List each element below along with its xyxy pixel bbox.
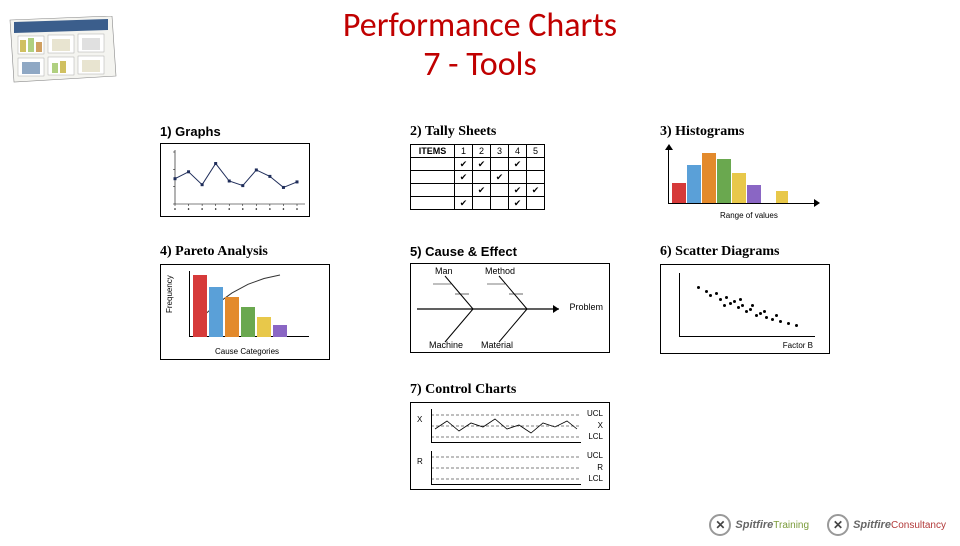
cell-cause: 5) Cause & Effect Man Method Problem Mac… (410, 244, 660, 360)
label-control: 7) Control Charts (410, 382, 660, 398)
scatter-xlabel: Factor B (783, 341, 813, 350)
thumbnail-board (8, 16, 118, 88)
label-cause: 5) Cause & Effect (410, 244, 660, 259)
cell-graphs: 1) Graphs (160, 124, 410, 222)
pareto-xlabel: Cause Categories (215, 347, 279, 356)
cause-material: Material (481, 340, 513, 350)
label-histogram: 3) Histograms (660, 124, 910, 140)
cell-control: 7) Control Charts X UCL X LCL R (410, 382, 660, 490)
pareto-box: Frequency Cause Categories (160, 264, 330, 360)
logo-sub-2: Consultancy (891, 520, 946, 531)
control-x-var: X (417, 415, 422, 424)
logo-brand-2: Spitfire (853, 519, 891, 531)
logo-sub-1: Training (773, 520, 809, 531)
title-line-1: Performance Charts (343, 5, 617, 46)
tools-grid: 1) Graphs 2) Tally Sheets ITEMS12345✔✔✔✔… (160, 124, 920, 490)
logo-brand-1: Spitfire (735, 519, 773, 531)
label-graphs: 1) Graphs (160, 124, 410, 139)
title-line-2: 7 - Tools (423, 44, 537, 85)
cell-pareto: 4) Pareto Analysis Frequency Cause Categ… (160, 244, 410, 360)
x-ucl: UCL (587, 409, 603, 418)
cell-scatter: 6) Scatter Diagrams Factor B (660, 244, 910, 360)
tally-table: ITEMS12345✔✔✔✔✔✔✔✔✔✔ (410, 144, 545, 210)
graph-box (160, 143, 310, 217)
histogram-box: Range of values (660, 144, 820, 222)
label-pareto: 4) Pareto Analysis (160, 244, 410, 260)
logo-consultancy: ✕ SpitfireConsultancy (827, 514, 946, 536)
histogram-caption: Range of values (720, 211, 778, 220)
r-mid: R (597, 463, 603, 472)
cause-machine: Machine (429, 340, 463, 350)
pareto-ylabel: Frequency (165, 275, 174, 313)
slide-title: Performance Charts 7 - Tools (0, 6, 960, 84)
r-ucl: UCL (587, 451, 603, 460)
cause-method: Method (485, 266, 515, 276)
cell-histogram: 3) Histograms Range of values (660, 124, 910, 222)
x-lcl: LCL (588, 432, 603, 441)
cause-problem: Problem (569, 302, 603, 312)
logo-ring-icon: ✕ (709, 514, 731, 536)
control-r-var: R (417, 457, 423, 466)
scatter-box: Factor B (660, 264, 830, 354)
logo-training: ✕ SpitfireTraining (709, 514, 809, 536)
label-scatter: 6) Scatter Diagrams (660, 244, 910, 260)
r-lcl: LCL (588, 474, 603, 483)
label-tally: 2) Tally Sheets (410, 124, 660, 140)
cause-man: Man (435, 266, 453, 276)
cause-box: Man Method Problem Machine Material (410, 263, 610, 353)
logo-ring-icon-2: ✕ (827, 514, 849, 536)
x-mid: X (598, 421, 603, 430)
footer-logos: ✕ SpitfireTraining ✕ SpitfireConsultancy (709, 514, 946, 536)
cell-tally: 2) Tally Sheets ITEMS12345✔✔✔✔✔✔✔✔✔✔ (410, 124, 660, 222)
control-box: X UCL X LCL R (410, 402, 610, 490)
